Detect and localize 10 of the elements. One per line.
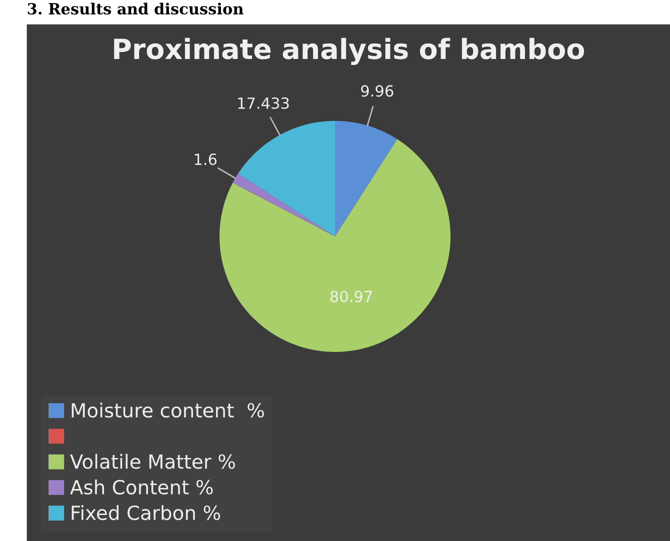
data-label: 17.433 [238, 97, 289, 109]
legend-label: Volatile Matter % [70, 454, 235, 469]
data-label: 1.6 [194, 154, 217, 166]
text: 3. Results and discussion [28, 2, 244, 15]
chart-title: Proximate analysis of bamboo [114, 38, 584, 65]
legend-label: Moisture content % [72, 402, 264, 418]
legend-label: Fixed Carbon % [72, 505, 220, 520]
data-label: 80.97 [330, 290, 372, 302]
data-label: 9.96 [361, 85, 394, 97]
legend-label: Ash Content % [70, 479, 213, 495]
